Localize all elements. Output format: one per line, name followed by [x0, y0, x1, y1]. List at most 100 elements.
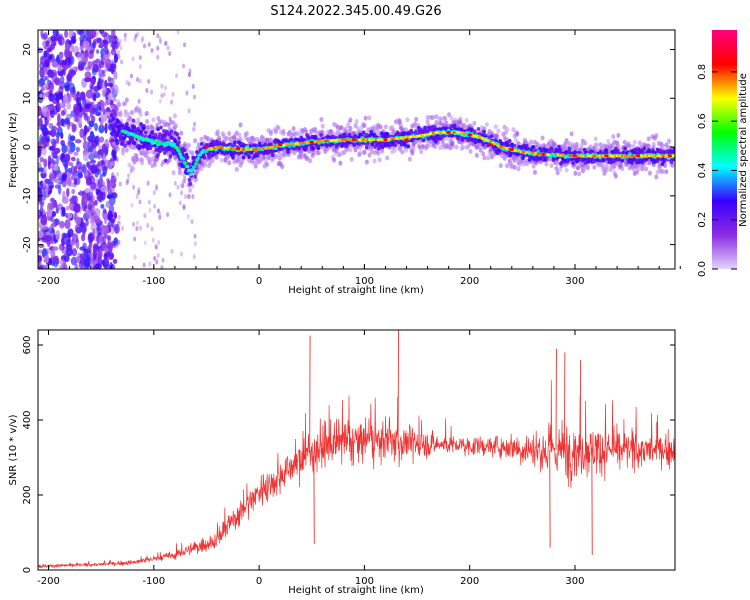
spectrogram-cell	[363, 115, 368, 121]
spectrogram-cell	[57, 113, 61, 124]
spectrogram-cell	[199, 136, 204, 142]
spectrogram-cell	[82, 151, 90, 162]
spectrogram-cell	[175, 132, 179, 137]
spectrogram-cell	[183, 194, 187, 200]
spectrogram-cell	[367, 115, 372, 121]
spectrogram-cell	[482, 129, 486, 134]
spectrogram-cell	[138, 225, 142, 231]
spectrogram-cell	[111, 149, 116, 158]
spectrogram-cell	[42, 249, 48, 257]
spectrogram-cell	[79, 253, 86, 260]
spectrogram-cell	[83, 124, 88, 136]
spectrogram-cell	[594, 142, 599, 148]
spectrogram-cell	[86, 245, 91, 254]
spectrogram-cell	[55, 230, 61, 241]
spectrogram-cell	[414, 116, 419, 122]
spectrogram-cell	[98, 60, 105, 69]
spectrogram-cell	[98, 79, 104, 84]
spectrogram-cell	[66, 143, 71, 153]
spectrogram-cell	[102, 235, 107, 246]
spectrogram-cell	[478, 147, 483, 153]
spectrogram-cell	[44, 82, 49, 91]
spectrogram-cell	[78, 172, 83, 179]
spectrogram-cell	[164, 85, 168, 91]
spectrogram-cell	[179, 130, 184, 136]
spectrogram-cell	[354, 118, 359, 124]
spectrogram-cell	[137, 187, 141, 193]
spectrogram-cell	[73, 177, 78, 186]
spectrogram-cell	[39, 93, 43, 99]
spectrogram-cell	[107, 92, 114, 100]
spectrogram-cell	[173, 138, 177, 143]
spectrogram-cell	[90, 205, 96, 213]
spectrogram-cell	[447, 112, 452, 118]
spectrogram-cell	[59, 101, 65, 109]
spectrogram-cell	[67, 133, 72, 144]
spectrogram-cell	[126, 126, 131, 131]
spectrogram-cell	[66, 175, 73, 184]
spectrogram-cell	[129, 110, 134, 116]
spectrogram-cell	[79, 189, 83, 197]
spectrogram-cell	[320, 123, 325, 129]
spectrogram-cell	[101, 86, 108, 95]
spectrogram-cell	[38, 140, 43, 150]
spectrogram-cell	[646, 143, 651, 149]
spectrogram-cell	[540, 135, 545, 141]
spectrogram-cell	[123, 37, 127, 43]
spectrogram-cell	[593, 136, 598, 142]
spectrogram-cell	[170, 99, 174, 105]
spectrogram-cell	[109, 104, 114, 110]
spectrogram-cell	[69, 82, 76, 94]
spectrogram-cell	[631, 144, 636, 150]
spectrogram-cell	[247, 155, 251, 160]
spectrogram-cell	[94, 208, 101, 217]
spectrogram-cell	[423, 125, 428, 130]
spectrogram-cell	[550, 148, 555, 153]
spectrogram-cell	[460, 144, 465, 150]
spectrogram-cell	[185, 147, 190, 153]
spectrogram-cell	[130, 136, 135, 141]
spectrogram-cell	[143, 240, 147, 246]
spectrogram-cell	[43, 158, 48, 168]
spectrogram-cell	[38, 77, 46, 87]
spectrogram-cell	[112, 258, 118, 264]
spectrogram-cell	[39, 156, 45, 163]
spectrogram-cell	[134, 33, 138, 39]
spectrogram-cell	[592, 164, 597, 170]
spectrogram-cell	[74, 139, 82, 144]
spectrogram-cell	[99, 41, 104, 48]
spectrogram-cell	[117, 54, 121, 60]
spectrogram-cell	[147, 199, 151, 205]
spectrogram-cell	[486, 155, 491, 161]
spectrogram-cell	[175, 73, 179, 79]
spectrogram-cell	[507, 138, 512, 143]
spectrogram-cell	[69, 196, 77, 205]
spectrogram-cell	[168, 154, 173, 159]
spectrogram-cell	[405, 117, 410, 123]
spectrogram-cell	[96, 101, 102, 108]
spectrogram-cell	[450, 140, 455, 146]
spectrogram-cell	[90, 159, 96, 164]
spectrogram-cell	[124, 147, 129, 153]
spectrogram-cell	[98, 144, 103, 150]
spectrogram-cell	[38, 181, 43, 192]
spectrogram-cell	[514, 138, 519, 144]
spectrogram-cell	[90, 181, 97, 190]
spectrogram-cell	[233, 140, 237, 145]
spectrogram-cell	[85, 208, 92, 219]
spectrogram-cell	[39, 67, 45, 78]
spectrogram-cell	[297, 146, 302, 151]
spectrogram-cell	[69, 142, 76, 153]
spectrogram-cell	[137, 107, 142, 113]
spectrogram-cell	[654, 133, 659, 139]
spectrogram-cell	[474, 152, 479, 158]
spectrogram-cell	[104, 122, 108, 134]
spectrogram-cell	[178, 200, 182, 206]
spectrogram-cell	[84, 49, 89, 58]
spectrogram-cell	[89, 130, 95, 140]
spectrogram-cell	[106, 241, 111, 250]
spectrogram-cell	[481, 151, 486, 157]
spectrogram-cell	[238, 122, 243, 128]
spectrogram-cell	[133, 236, 137, 242]
spectrogram-cell	[353, 147, 358, 153]
